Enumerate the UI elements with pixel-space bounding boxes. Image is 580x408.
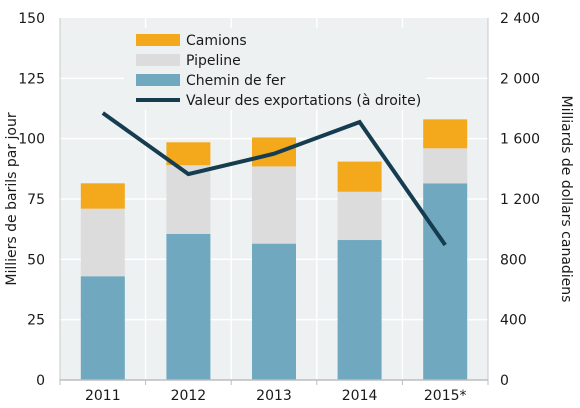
legend-label: Camions [186, 33, 247, 49]
right-axis-title: Milliards de dollars canadiens [558, 96, 574, 303]
legend-label: Chemin de fer [186, 73, 286, 89]
x-tick-label: 2011 [85, 388, 121, 404]
bar-pipeline-2013 [252, 166, 296, 244]
legend-swatch [136, 34, 180, 46]
bar-chemin-de-fer-2011 [80, 276, 125, 380]
right-tick-label: 2 400 [500, 11, 540, 27]
left-tick-label: 25 [27, 313, 45, 329]
bar-camions-2011 [80, 183, 125, 209]
x-tick-label: 2012 [171, 388, 207, 404]
left-axis-title: Milliers de barils par jour [4, 112, 20, 285]
right-tick-label: 800 [500, 252, 527, 268]
bar-camions-2015 [423, 119, 468, 149]
left-tick-label: 75 [27, 192, 45, 208]
left-tick-label: 0 [36, 373, 45, 389]
right-tick-label: 1 200 [500, 192, 540, 208]
left-tick-label: 150 [18, 11, 45, 27]
left-tick-label: 100 [18, 132, 45, 148]
left-tick-label: 50 [27, 252, 45, 268]
x-tick-label: 2014 [342, 388, 378, 404]
right-axis-ticks: 0 400 800 1 200 1 600 2 000 2 400 [500, 11, 540, 389]
left-axis-ticks: 0 25 50 75 100 125 150 [18, 11, 45, 389]
bar-chemin-de-fer-2014 [337, 240, 382, 380]
legend-swatch [136, 74, 180, 86]
legend-label: Valeur des exportations (à droite) [186, 93, 421, 109]
bar-pipeline-2012 [166, 165, 211, 234]
left-tick-label: 125 [18, 71, 45, 87]
x-axis-ticks: 2011 2012 2013 2014 2015* [85, 388, 467, 404]
bar-pipeline-2014 [337, 191, 382, 241]
right-tick-label: 2 000 [500, 71, 540, 87]
right-tick-label: 400 [500, 313, 527, 329]
bar-pipeline-2015 [423, 148, 468, 184]
bar-pipeline-2011 [80, 208, 125, 277]
legend-swatch [136, 54, 180, 66]
export-value-polyline [101, 111, 447, 247]
bars [80, 119, 468, 380]
legend-label: Pipeline [186, 53, 241, 69]
bar-chemin-de-fer-2015 [423, 183, 468, 380]
x-tick-label: 2013 [256, 388, 292, 404]
bar-camions-2012 [166, 142, 211, 166]
export-value-line [101, 111, 447, 247]
right-tick-label: 0 [500, 373, 509, 389]
bar-chemin-de-fer-2013 [252, 243, 296, 380]
right-tick-label: 1 600 [500, 132, 540, 148]
legend: Camions Pipeline Chemin de fer Valeur des e… [124, 28, 426, 110]
axes [59, 18, 489, 385]
bar-camions-2014 [337, 161, 382, 192]
x-tick-label: 2015* [424, 388, 467, 404]
bar-chemin-de-fer-2012 [166, 233, 211, 380]
